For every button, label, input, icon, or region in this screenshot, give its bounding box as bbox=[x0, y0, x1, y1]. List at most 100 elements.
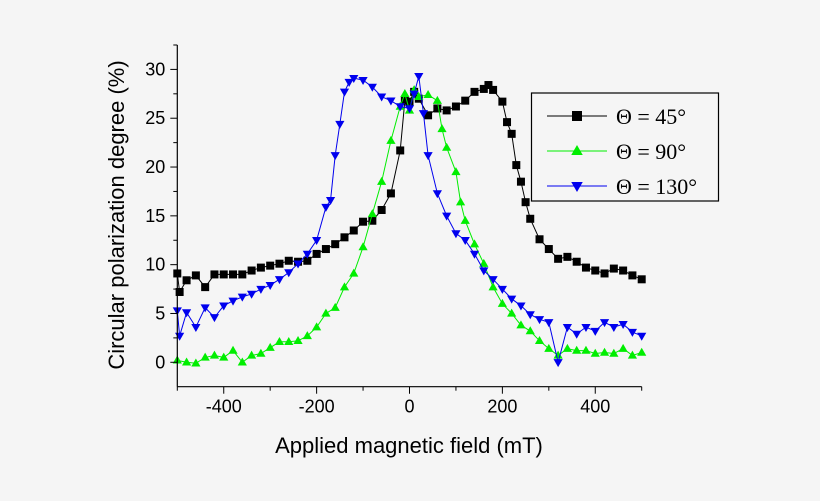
data-point bbox=[302, 331, 312, 340]
data-point bbox=[534, 336, 545, 345]
data-point bbox=[503, 118, 512, 127]
data-point bbox=[210, 270, 219, 279]
data-point bbox=[181, 309, 192, 318]
legend-box bbox=[530, 92, 720, 202]
data-point bbox=[349, 74, 359, 83]
data-point bbox=[479, 258, 489, 267]
data-point bbox=[479, 267, 489, 276]
data-point bbox=[191, 358, 201, 367]
data-point bbox=[386, 97, 396, 106]
legend-label: Θ = 45° bbox=[616, 104, 686, 129]
data-point bbox=[423, 152, 433, 161]
data-point bbox=[284, 269, 294, 278]
legend: Θ = 45° Θ = 90° Θ = 130° bbox=[530, 92, 720, 202]
data-point bbox=[400, 89, 410, 98]
data-point bbox=[525, 326, 535, 335]
data-point bbox=[247, 350, 257, 359]
data-point bbox=[175, 288, 184, 297]
data-point bbox=[200, 352, 210, 361]
data-point bbox=[498, 97, 507, 106]
data-point bbox=[460, 237, 470, 246]
y-axis-label: Circular polarization degree (%) bbox=[104, 60, 129, 369]
data-point bbox=[344, 78, 354, 87]
data-point bbox=[200, 304, 210, 313]
data-point bbox=[497, 298, 507, 307]
data-point bbox=[209, 314, 220, 323]
data-point bbox=[349, 226, 358, 235]
data-point bbox=[460, 215, 470, 224]
data-point bbox=[247, 290, 257, 299]
data-point bbox=[256, 285, 266, 294]
data-point bbox=[451, 230, 461, 239]
data-point bbox=[488, 276, 498, 285]
data-point bbox=[544, 343, 554, 352]
data-point bbox=[274, 276, 285, 285]
data-point bbox=[238, 270, 247, 279]
data-point bbox=[349, 268, 359, 277]
legend-label: Θ = 130° bbox=[616, 174, 697, 199]
data-point bbox=[340, 233, 349, 242]
data-point bbox=[433, 104, 442, 113]
data-point bbox=[377, 176, 387, 185]
data-point bbox=[182, 276, 191, 285]
data-point bbox=[339, 282, 350, 291]
data-point bbox=[209, 350, 220, 359]
data-point bbox=[535, 235, 544, 244]
data-point bbox=[377, 93, 387, 102]
data-point bbox=[581, 263, 590, 272]
data-point bbox=[544, 245, 553, 254]
data-point bbox=[229, 270, 238, 279]
data-point bbox=[423, 89, 433, 98]
data-point bbox=[479, 84, 488, 93]
y-tick-label: 15 bbox=[145, 206, 165, 226]
data-point bbox=[256, 348, 266, 357]
data-point bbox=[325, 197, 336, 206]
data-point bbox=[368, 216, 377, 225]
data-point bbox=[525, 311, 535, 320]
x-tick-label: -200 bbox=[299, 397, 335, 417]
data-point bbox=[386, 189, 395, 198]
series-1 bbox=[173, 81, 646, 297]
data-point bbox=[618, 321, 628, 330]
data-point bbox=[437, 124, 447, 133]
data-point bbox=[507, 295, 517, 304]
data-point bbox=[418, 110, 429, 119]
data-point bbox=[628, 271, 637, 280]
data-point bbox=[599, 347, 610, 356]
data-point bbox=[265, 342, 275, 351]
data-point bbox=[572, 330, 582, 339]
y-tick-label: 10 bbox=[145, 255, 165, 275]
data-point bbox=[405, 97, 414, 106]
data-point bbox=[469, 250, 480, 259]
data-point bbox=[409, 90, 419, 99]
legend-marker bbox=[571, 182, 583, 192]
y-tick-label: 0 bbox=[155, 352, 165, 372]
data-point bbox=[497, 285, 507, 294]
data-point bbox=[451, 102, 460, 111]
data-point bbox=[442, 106, 451, 115]
data-point bbox=[201, 283, 210, 292]
x-tick-label: -400 bbox=[206, 397, 242, 417]
data-point bbox=[489, 85, 498, 94]
data-point bbox=[627, 350, 638, 359]
data-point bbox=[563, 252, 572, 261]
data-point bbox=[228, 345, 238, 354]
x-tick-label: 200 bbox=[487, 397, 517, 417]
data-point bbox=[175, 332, 185, 341]
data-point bbox=[599, 319, 610, 328]
data-point bbox=[396, 146, 405, 155]
data-point bbox=[219, 270, 228, 279]
data-point bbox=[330, 302, 340, 311]
data-point bbox=[637, 332, 647, 341]
data-point bbox=[507, 308, 517, 317]
data-point bbox=[484, 81, 493, 90]
data-point bbox=[191, 323, 201, 332]
data-point bbox=[400, 96, 409, 105]
data-point bbox=[451, 167, 461, 176]
data-point bbox=[432, 95, 442, 104]
data-point bbox=[321, 203, 331, 212]
data-point bbox=[461, 96, 470, 105]
data-point bbox=[312, 322, 322, 331]
